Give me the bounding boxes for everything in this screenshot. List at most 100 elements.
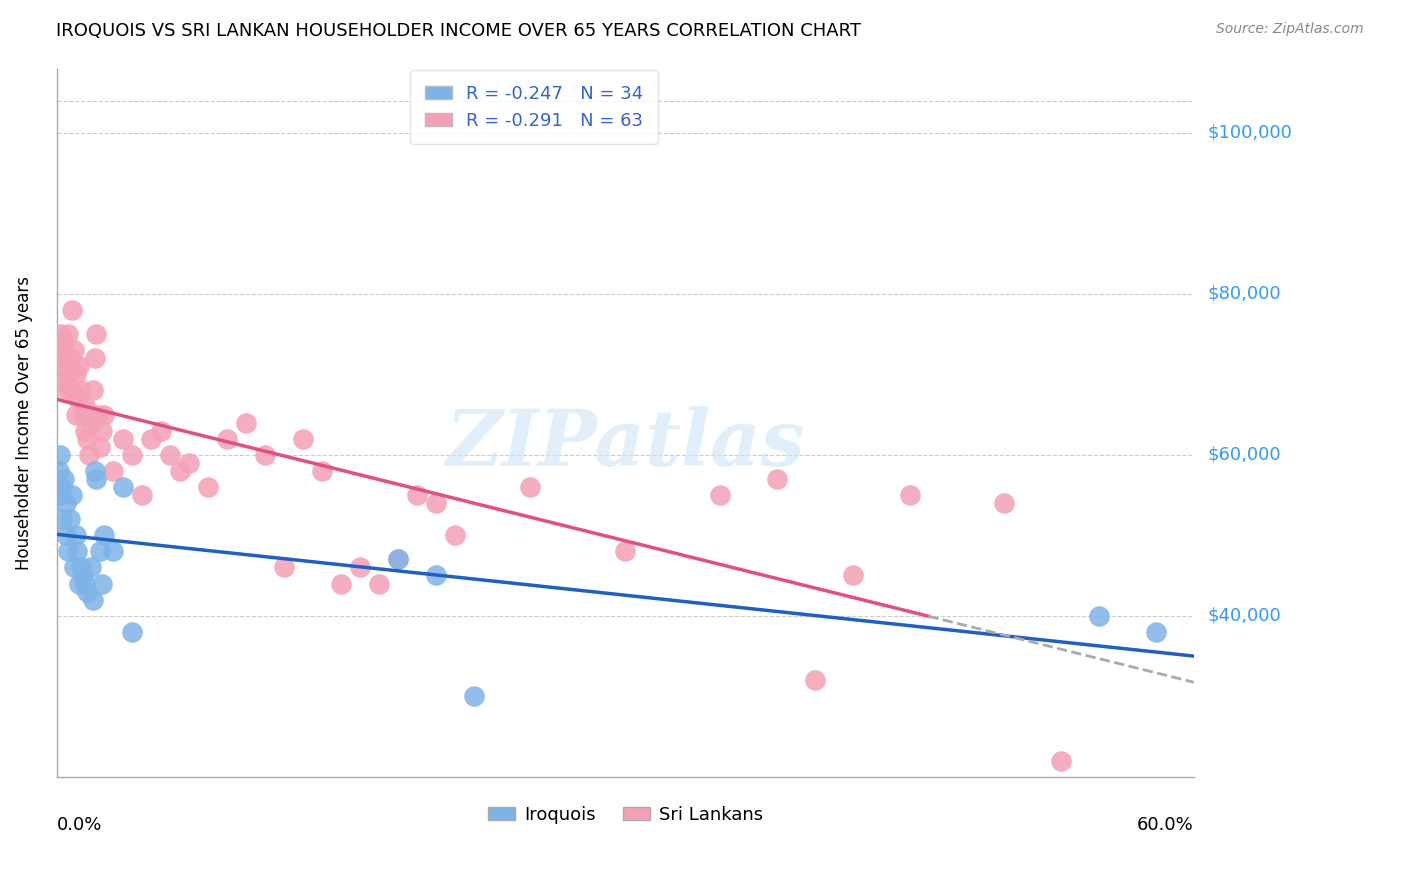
Point [80, 416, 103, 430]
Point [72, 568, 94, 582]
Point [51, 480, 73, 494]
Point [67, 576, 90, 591]
Point [53, 376, 76, 390]
Point [993, 496, 1015, 510]
Point [77, 448, 100, 462]
Legend: Iroquois, Sri Lankans: Iroquois, Sri Lankans [481, 799, 770, 831]
Point [55, 384, 77, 398]
Point [51, 512, 73, 526]
Point [121, 624, 143, 639]
Point [62, 343, 84, 358]
Point [82, 592, 104, 607]
Point [709, 488, 731, 502]
Point [141, 432, 163, 446]
Point [89, 544, 111, 558]
Point [425, 568, 447, 582]
Point [55, 359, 77, 374]
Point [235, 416, 257, 430]
Point [60, 302, 83, 317]
Point [425, 496, 447, 510]
Point [65, 368, 87, 382]
Point [72, 408, 94, 422]
Point [149, 424, 172, 438]
Point [273, 560, 295, 574]
Point [62, 560, 84, 574]
Point [349, 560, 371, 574]
Point [83, 351, 105, 366]
Point [131, 488, 153, 502]
Point [614, 544, 637, 558]
Point [60, 384, 83, 398]
Point [1050, 754, 1073, 768]
Point [49, 448, 72, 462]
Point [367, 576, 389, 591]
Point [76, 432, 98, 446]
Text: $100,000: $100,000 [1208, 124, 1292, 142]
Point [405, 488, 427, 502]
Point [60, 488, 83, 502]
Y-axis label: Householder Income Over 65 years: Householder Income Over 65 years [15, 276, 32, 570]
Point [83, 464, 105, 478]
Point [1088, 608, 1111, 623]
Point [56, 327, 79, 342]
Text: Source: ZipAtlas.com: Source: ZipAtlas.com [1216, 22, 1364, 37]
Point [73, 400, 96, 414]
Point [197, 480, 219, 494]
Point [841, 568, 863, 582]
Point [111, 480, 134, 494]
Point [55, 528, 77, 542]
Point [329, 576, 352, 591]
Point [70, 560, 93, 574]
Point [49, 327, 72, 342]
Point [766, 472, 789, 486]
Text: $40,000: $40,000 [1208, 607, 1281, 624]
Point [73, 576, 96, 591]
Point [80, 560, 103, 574]
Point [103, 544, 125, 558]
Text: $80,000: $80,000 [1208, 285, 1281, 302]
Point [519, 480, 541, 494]
Point [169, 464, 191, 478]
Point [65, 408, 87, 422]
Point [59, 351, 82, 366]
Text: ZIPatlas: ZIPatlas [446, 406, 804, 482]
Point [387, 552, 409, 566]
Point [76, 584, 98, 599]
Point [159, 448, 181, 462]
Point [66, 392, 89, 406]
Point [803, 673, 825, 687]
Point [59, 512, 82, 526]
Point [70, 384, 93, 398]
Point [91, 576, 114, 591]
Point [463, 689, 485, 703]
Point [56, 544, 79, 558]
Point [56, 368, 79, 382]
Point [103, 464, 125, 478]
Point [179, 456, 201, 470]
Point [53, 335, 76, 350]
Point [49, 488, 72, 502]
Point [89, 440, 111, 454]
Point [87, 408, 110, 422]
Point [121, 448, 143, 462]
Point [898, 488, 921, 502]
Point [53, 472, 76, 486]
Point [82, 384, 104, 398]
Point [86, 327, 108, 342]
Point [111, 432, 134, 446]
Point [48, 464, 70, 478]
Point [93, 408, 115, 422]
Point [65, 528, 87, 542]
Text: 0.0%: 0.0% [56, 815, 103, 833]
Point [55, 496, 77, 510]
Point [91, 424, 114, 438]
Point [48, 343, 70, 358]
Point [93, 528, 115, 542]
Point [443, 528, 465, 542]
Point [254, 448, 277, 462]
Point [66, 544, 89, 558]
Point [51, 351, 73, 366]
Point [387, 552, 409, 566]
Point [67, 359, 90, 374]
Point [1144, 624, 1167, 639]
